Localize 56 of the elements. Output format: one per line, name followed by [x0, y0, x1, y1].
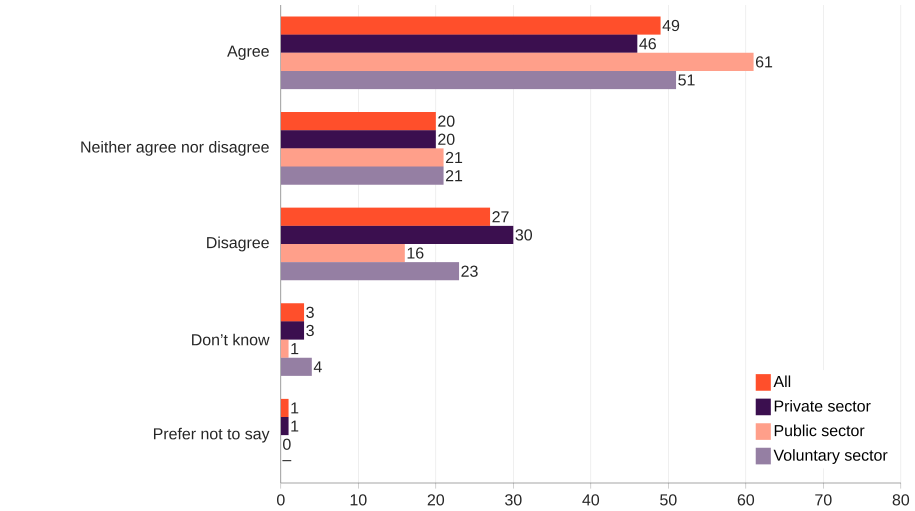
data-label: 1 [291, 402, 298, 414]
bar [280, 112, 436, 130]
data-label: 21 [446, 152, 462, 164]
y-tick-label: Disagree [207, 236, 269, 252]
legend-label: Voluntary sector [774, 449, 888, 464]
bar [280, 322, 304, 340]
data-label: 3 [306, 324, 314, 336]
x-tick-label: 0 [277, 494, 285, 506]
data-label: 30 [516, 229, 532, 241]
bar [280, 34, 638, 53]
bar [280, 52, 754, 72]
x-tick-label: 30 [505, 494, 522, 506]
x-tick-label: 50 [660, 494, 677, 506]
text: – [282, 460, 292, 462]
x-tick-label: 40 [582, 494, 600, 506]
bar [280, 16, 661, 35]
data-label: 20 [438, 116, 455, 127]
data-label: 0 [283, 438, 291, 450]
legend-label: Public sector [774, 424, 864, 436]
bar [280, 262, 460, 280]
data-label: 51 [678, 74, 695, 86]
data-label: 27 [492, 211, 509, 222]
data-label: 61 [756, 56, 772, 68]
legend-label: Private sector [774, 400, 871, 412]
y-tick-label: Neither agree nor disagree [81, 141, 269, 156]
x-tick-label: 60 [738, 494, 754, 506]
data-label: 4 [314, 361, 322, 372]
bar [280, 130, 436, 148]
data-label: 49 [662, 20, 680, 32]
bar [280, 148, 444, 167]
y-tick-label: Agree [227, 46, 269, 60]
bar [280, 417, 289, 436]
x-tick-label: 80 [892, 494, 910, 506]
bar [280, 358, 312, 376]
data-label: 20 [438, 134, 455, 146]
bar [280, 71, 676, 90]
y-tick-label: Don’t know [192, 334, 270, 346]
data-label: 21 [446, 170, 462, 182]
bar [280, 398, 289, 418]
data-label: 16 [408, 248, 424, 259]
bar [280, 244, 405, 262]
x-tick-label: 10 [350, 494, 367, 506]
data-label: 46 [639, 38, 656, 50]
bar [280, 226, 514, 244]
data-label: 3 [306, 306, 314, 318]
bar [280, 208, 490, 226]
legend-label: All [774, 376, 790, 388]
x-tick-label: 70 [815, 494, 832, 506]
bar [280, 166, 444, 185]
y-tick-label: Prefer not to say [154, 428, 270, 443]
data-label: 1 [291, 343, 298, 354]
data-label: 23 [461, 266, 478, 277]
bar [280, 303, 304, 322]
data-label: 1 [291, 420, 298, 432]
x-tick-label: 20 [428, 494, 444, 506]
bar [280, 340, 289, 358]
